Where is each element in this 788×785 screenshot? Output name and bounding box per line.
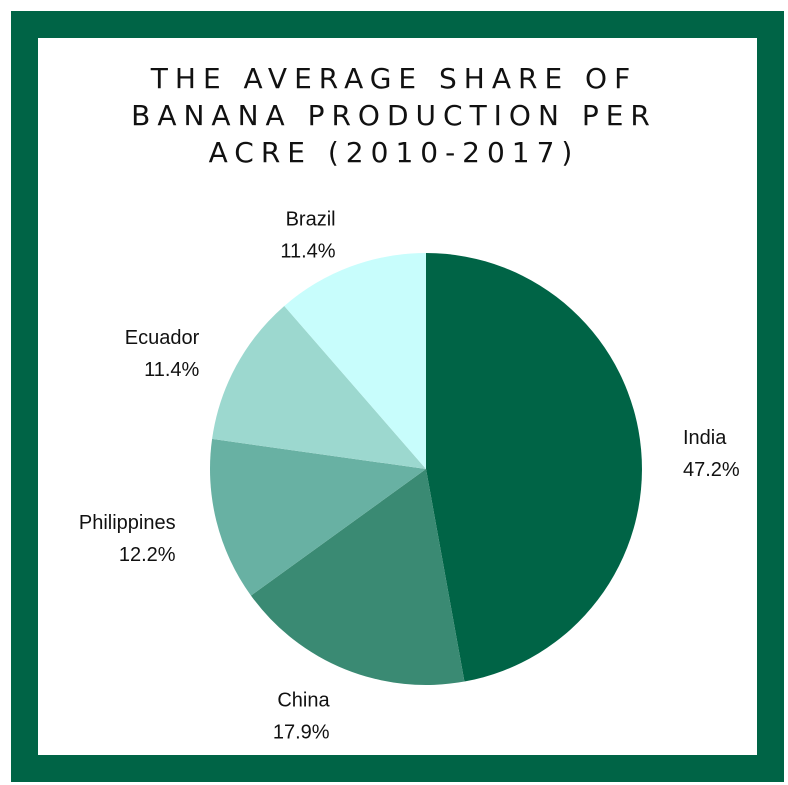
chart-title-line-1: THE AVERAGE SHARE OF [150, 62, 638, 95]
chart-title-line-2: BANANA PRODUCTION PER [131, 99, 657, 132]
slice-label-ecuador: Ecuador [125, 327, 200, 349]
slice-value-brazil: 11.4% [280, 240, 335, 262]
slice-label-philippines: Philippines [79, 512, 176, 534]
slice-value-india: 47.2% [683, 459, 740, 481]
slice-label-china: China [277, 689, 330, 711]
pie-slice-ecuador [212, 305, 426, 469]
slice-value-china: 17.9% [273, 721, 330, 743]
pie-slice-philippines [209, 438, 426, 596]
chart-title: THE AVERAGE SHARE OF BANANA PRODUCTION P… [0, 60, 788, 171]
slice-value-ecuador: 11.4% [144, 359, 199, 381]
pie-slice-india [426, 253, 642, 682]
chart-title-line-3: ACRE (2010-2017) [208, 136, 580, 169]
slice-label-india: India [683, 427, 727, 449]
pie-slices [209, 252, 642, 685]
pie-slice-china [250, 469, 465, 685]
pie-labels: India 47.2% China 17.9% Philippines 12.2% Ecua… [79, 208, 740, 743]
slice-value-philippines: 12.2% [119, 544, 176, 566]
slice-label-brazil: Brazil [286, 208, 336, 230]
pie-slice-brazil [284, 252, 426, 469]
